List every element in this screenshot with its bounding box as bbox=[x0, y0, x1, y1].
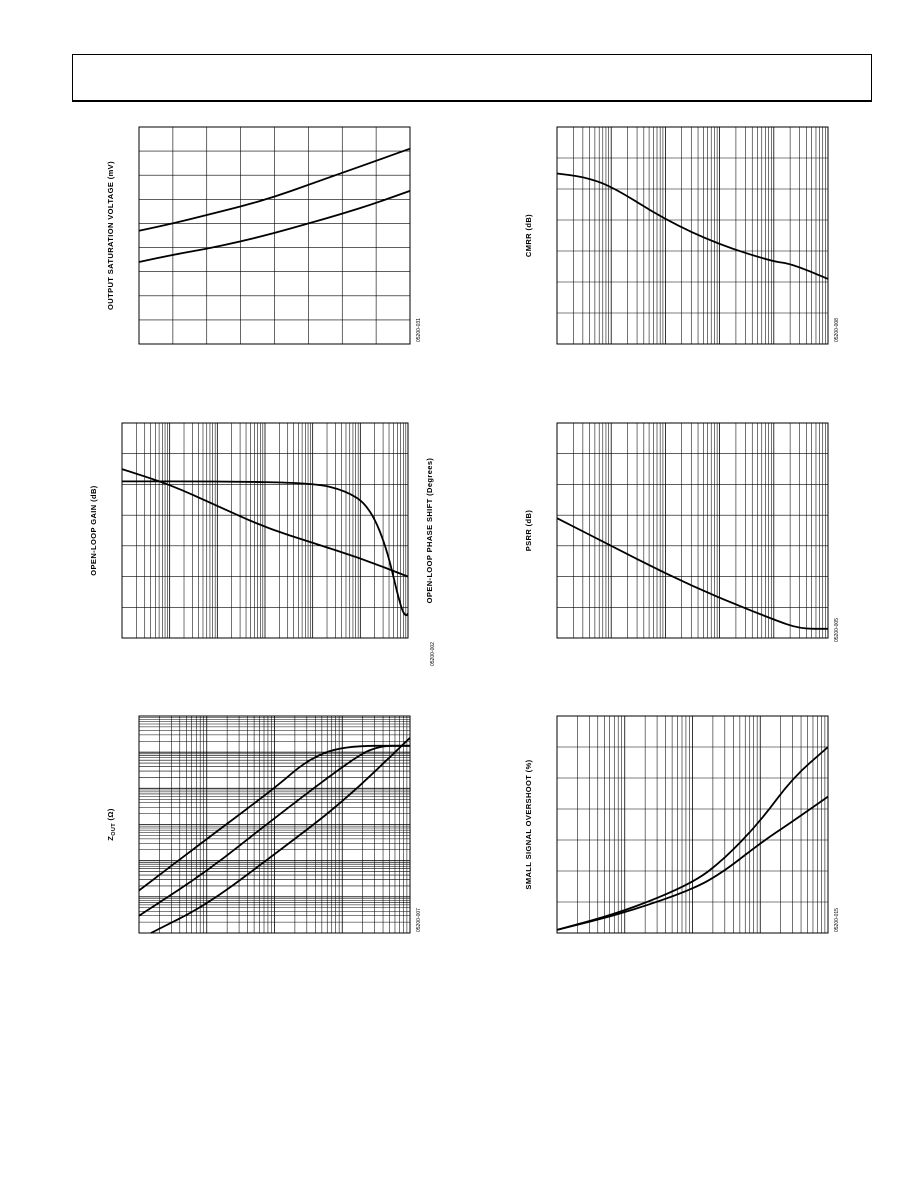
series-line-3 bbox=[150, 737, 411, 934]
y-axis-label-text: PSRR (dB) bbox=[524, 510, 533, 552]
plot-frame bbox=[121, 422, 409, 639]
figure-number: 05200-005 bbox=[834, 618, 840, 642]
page-header-box bbox=[72, 54, 872, 102]
figure-number: 05200-015 bbox=[834, 908, 840, 932]
plot-frame bbox=[556, 422, 829, 639]
y-axis-label-text: OPEN-LOOP GAIN (dB) bbox=[89, 485, 98, 575]
y-axis-label: OUTPUT SATURATION VOLTAGE (mV) bbox=[106, 161, 115, 310]
plot-frame bbox=[556, 126, 829, 345]
plot-frame bbox=[556, 715, 829, 934]
series-line-1 bbox=[556, 517, 828, 630]
y2-axis-label: OPEN-LOOP PHASE SHIFT (Degrees) bbox=[425, 458, 434, 604]
y-axis-label-subscript: OUT bbox=[111, 823, 117, 836]
plot-frame bbox=[138, 715, 411, 934]
y-axis-label-text: SMALL SIGNAL OVERSHOOT (%) bbox=[524, 759, 533, 889]
series-line-2 bbox=[121, 480, 409, 617]
y-axis-label-tail: (Ω) bbox=[106, 808, 115, 823]
chart-c1: OUTPUT SATURATION VOLTAGE (mV) 05200-031 bbox=[106, 126, 422, 345]
y-axis-label: OPEN-LOOP GAIN (dB) bbox=[89, 485, 98, 575]
y-axis-label-text: Z bbox=[106, 836, 115, 841]
chart-c3: OPEN-LOOP GAIN (dB) OPEN-LOOP PHASE SHIFT… bbox=[89, 422, 436, 666]
y-axis-label-text: OUTPUT SATURATION VOLTAGE (mV) bbox=[106, 161, 115, 310]
chart-c6: SMALL SIGNAL OVERSHOOT (%) 05200-015 bbox=[524, 715, 840, 934]
y-axis-label: SMALL SIGNAL OVERSHOOT (%) bbox=[524, 759, 533, 889]
figure-number: 05200-031 bbox=[416, 318, 422, 342]
plot-frame bbox=[138, 126, 411, 345]
series-line-2 bbox=[556, 795, 829, 931]
figure-number: 05200-007 bbox=[416, 908, 422, 932]
y-axis-label-text: CMRR (dB) bbox=[524, 214, 533, 257]
figure-number: 05200-002 bbox=[430, 642, 436, 666]
series-line-2 bbox=[138, 744, 410, 917]
series-line-1 bbox=[138, 744, 410, 892]
chart-c5: ZOUT (Ω) 05200-007 bbox=[106, 715, 422, 934]
y-axis-label: ZOUT (Ω) bbox=[106, 808, 117, 841]
y-axis-label: PSRR (dB) bbox=[524, 510, 533, 552]
y-axis-label: CMRR (dB) bbox=[524, 214, 533, 257]
figure-number: 05200-008 bbox=[834, 318, 840, 342]
chart-c4: PSRR (dB) 05200-005 bbox=[524, 422, 840, 642]
chart-c2: CMRR (dB) 05200-008 bbox=[524, 126, 840, 345]
series-line-2 bbox=[138, 190, 411, 263]
series-line-1 bbox=[121, 468, 409, 578]
series-line-1 bbox=[138, 147, 411, 232]
series-line-1 bbox=[556, 172, 829, 280]
